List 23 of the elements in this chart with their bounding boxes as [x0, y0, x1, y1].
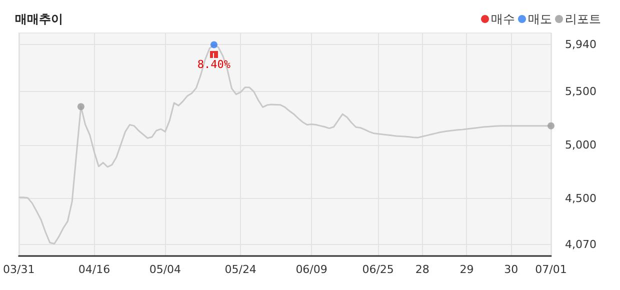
legend-label: 리포트 — [565, 12, 601, 26]
y-tick-label: 5,940 — [565, 38, 596, 52]
x-tick-label: 06/09 — [296, 263, 328, 276]
point — [210, 41, 218, 48]
legend-label: 매수 — [491, 12, 515, 26]
x-tick-label: 05/04 — [149, 263, 182, 276]
x-tick-label: 28 — [415, 263, 430, 276]
x-tick-label: 05/24 — [224, 263, 256, 276]
point — [548, 122, 554, 130]
annotation: 8.40% — [196, 58, 232, 71]
point — [77, 103, 84, 110]
x-tick-label: 07/01 — [535, 263, 567, 276]
x-tick-label: 04/16 — [78, 263, 110, 276]
x-tick-label: 29 — [460, 263, 474, 276]
y-tick-label: 4,500 — [565, 192, 596, 205]
chart-title: 매매추이 — [15, 12, 63, 26]
y-tick-label: 4,070 — [565, 238, 596, 251]
y-tick-label: 5,000 — [565, 138, 596, 152]
legend-label: 매도 — [528, 12, 552, 26]
x-tick-label: 06/25 — [362, 263, 394, 276]
y-tick-label: 5,500 — [565, 85, 596, 98]
x-tick-label: 03/31 — [3, 263, 35, 276]
x-tick-label: 30 — [504, 263, 518, 276]
